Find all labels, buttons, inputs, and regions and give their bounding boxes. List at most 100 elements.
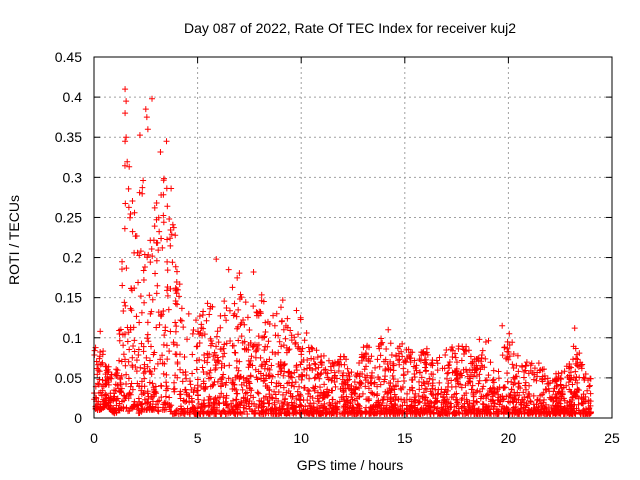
data-point <box>587 398 594 405</box>
data-point <box>231 349 238 356</box>
data-point <box>266 391 273 398</box>
data-point <box>280 402 287 409</box>
data-point <box>474 365 481 372</box>
data-point <box>118 266 125 273</box>
data-point <box>220 345 227 352</box>
data-point <box>247 372 254 379</box>
data-point <box>137 293 144 300</box>
data-point <box>229 406 236 413</box>
data-point <box>470 397 477 404</box>
data-point <box>209 340 216 347</box>
data-point <box>233 364 240 371</box>
data-point <box>236 296 243 303</box>
data-point <box>422 406 429 413</box>
data-point <box>296 401 303 408</box>
data-point <box>440 394 447 401</box>
data-point <box>470 391 477 398</box>
data-point <box>506 330 513 337</box>
data-point <box>533 377 540 384</box>
data-point <box>269 349 276 356</box>
data-point <box>396 350 403 357</box>
data-point <box>193 387 200 394</box>
data-point <box>293 307 300 314</box>
data-point <box>336 398 343 405</box>
data-point <box>123 404 130 411</box>
data-point <box>399 407 406 414</box>
data-point <box>505 356 512 363</box>
data-point <box>561 368 568 375</box>
data-point <box>201 357 208 364</box>
data-point <box>133 233 140 240</box>
data-point <box>234 372 241 379</box>
data-point <box>139 184 146 191</box>
data-point <box>217 382 224 389</box>
data-point <box>423 386 430 393</box>
data-point <box>140 277 147 284</box>
data-point <box>128 380 135 387</box>
data-point <box>245 400 252 407</box>
data-point <box>223 317 230 324</box>
data-point <box>420 389 427 396</box>
data-point <box>125 408 132 415</box>
data-point <box>210 353 217 360</box>
data-point <box>395 396 402 403</box>
data-point <box>159 352 166 359</box>
data-point <box>485 406 492 413</box>
y-tick-label: 0.1 <box>63 330 83 346</box>
data-point <box>103 367 110 374</box>
data-point <box>301 384 308 391</box>
data-point <box>475 380 482 387</box>
data-point <box>337 385 344 392</box>
data-point <box>413 362 420 369</box>
data-point <box>509 361 516 368</box>
data-point <box>295 331 302 338</box>
data-point <box>314 371 321 378</box>
data-point <box>469 408 476 415</box>
x-tick-label: 25 <box>604 430 620 446</box>
data-point <box>449 369 456 376</box>
data-point <box>200 378 207 385</box>
data-point <box>462 382 469 389</box>
data-point <box>433 357 440 364</box>
data-point <box>211 356 218 363</box>
data-point <box>430 404 437 411</box>
data-point <box>212 352 219 359</box>
data-point <box>427 410 434 417</box>
data-point <box>402 358 409 365</box>
data-point <box>333 410 340 417</box>
data-point <box>275 361 282 368</box>
data-point <box>120 405 127 412</box>
data-point <box>499 352 506 359</box>
data-point <box>246 384 253 391</box>
data-point <box>282 395 289 402</box>
data-point <box>162 393 169 400</box>
data-point <box>541 410 548 417</box>
data-point <box>152 270 159 277</box>
data-point <box>161 360 168 367</box>
data-point <box>271 322 278 329</box>
data-point <box>214 328 221 335</box>
data-point <box>369 369 376 376</box>
data-point <box>520 389 527 396</box>
data-point <box>567 398 574 405</box>
data-point <box>419 393 426 400</box>
data-point <box>109 407 116 414</box>
data-point <box>300 356 307 363</box>
data-point <box>105 363 112 370</box>
data-point <box>229 342 236 349</box>
data-point <box>158 235 165 242</box>
data-point <box>511 410 518 417</box>
data-point <box>474 399 481 406</box>
data-point <box>495 408 502 415</box>
data-point <box>163 138 170 145</box>
data-point <box>378 335 385 342</box>
data-point <box>127 324 134 331</box>
data-point <box>487 398 494 405</box>
data-point <box>573 374 580 381</box>
data-point <box>275 380 282 387</box>
data-point <box>475 405 482 412</box>
data-point <box>168 185 175 192</box>
data-point <box>258 404 265 411</box>
data-point <box>400 377 407 384</box>
data-point <box>572 368 579 375</box>
